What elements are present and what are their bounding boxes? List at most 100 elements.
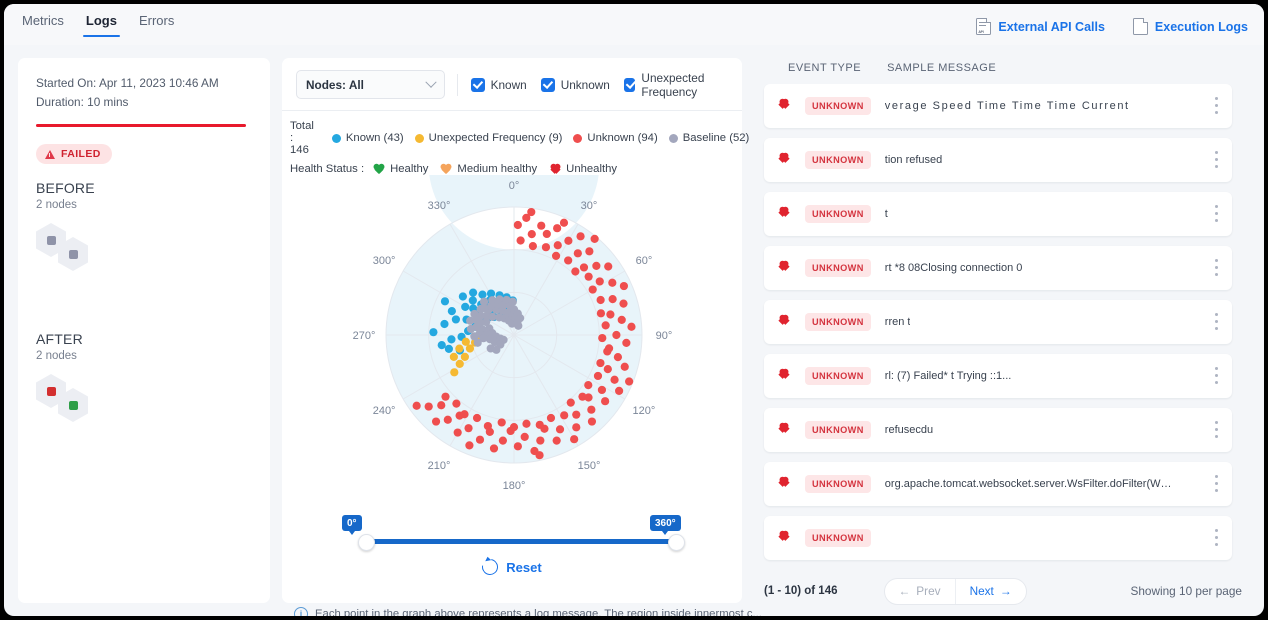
data-point[interactable] [441, 392, 450, 401]
row-menu-icon[interactable] [1215, 205, 1218, 222]
data-point[interactable] [608, 295, 617, 304]
data-point[interactable] [564, 236, 573, 245]
data-point[interactable] [460, 352, 469, 361]
data-point[interactable] [520, 432, 529, 441]
logs-list[interactable]: UNKNOWN verage Speed Time Time Time Curre… [756, 84, 1250, 564]
data-point[interactable] [514, 321, 523, 330]
data-point[interactable] [437, 341, 446, 350]
log-row[interactable]: UNKNOWN [764, 516, 1232, 560]
data-point[interactable] [516, 314, 525, 323]
data-point[interactable] [608, 278, 617, 287]
data-point[interactable] [498, 436, 507, 445]
data-point[interactable] [590, 234, 599, 244]
data-point[interactable] [497, 418, 506, 427]
data-point[interactable] [570, 435, 579, 444]
execution-logs-link[interactable]: Execution Logs [1132, 18, 1248, 35]
data-point[interactable] [584, 381, 593, 390]
data-point[interactable] [516, 236, 525, 245]
data-point[interactable] [598, 333, 607, 343]
prev-button[interactable]: ← Prev [885, 578, 956, 604]
checkbox-known[interactable]: Known [470, 77, 527, 92]
data-point[interactable] [489, 444, 499, 453]
data-point[interactable] [597, 385, 607, 395]
data-point[interactable] [606, 310, 615, 319]
data-point[interactable] [546, 413, 556, 423]
data-point[interactable] [571, 267, 580, 276]
data-point[interactable] [527, 230, 536, 239]
data-point[interactable] [437, 401, 446, 410]
data-point[interactable] [468, 288, 478, 297]
data-point[interactable] [535, 451, 544, 460]
data-point[interactable] [412, 401, 421, 410]
data-point[interactable] [479, 297, 489, 306]
data-point[interactable] [601, 397, 610, 406]
data-point[interactable] [596, 295, 605, 305]
data-point[interactable] [440, 319, 449, 329]
data-point[interactable] [622, 338, 631, 347]
data-point[interactable] [579, 263, 589, 272]
data-point[interactable] [479, 334, 488, 343]
data-point[interactable] [478, 290, 487, 299]
data-point[interactable] [572, 423, 581, 432]
data-point[interactable] [604, 262, 613, 271]
row-menu-icon[interactable] [1215, 367, 1218, 384]
data-point[interactable] [424, 402, 433, 411]
data-point[interactable] [536, 436, 545, 445]
data-point[interactable] [465, 344, 475, 353]
data-point[interactable] [528, 242, 537, 251]
data-point[interactable] [537, 221, 546, 230]
data-point[interactable] [596, 309, 606, 318]
data-point[interactable] [613, 352, 623, 362]
data-point[interactable] [625, 377, 634, 386]
data-point[interactable] [559, 218, 569, 227]
data-point[interactable] [552, 436, 561, 445]
data-point[interactable] [444, 344, 453, 353]
data-point[interactable] [542, 229, 551, 239]
slider-max-handle[interactable] [668, 534, 685, 551]
data-point[interactable] [458, 292, 467, 301]
data-point[interactable] [603, 347, 612, 356]
log-row[interactable]: UNKNOWN tion refused [764, 138, 1232, 182]
row-menu-icon[interactable] [1215, 421, 1218, 438]
slider-min-handle[interactable] [358, 534, 375, 551]
data-point[interactable] [596, 358, 605, 368]
data-point[interactable] [615, 386, 624, 395]
row-menu-icon[interactable] [1215, 259, 1218, 276]
data-point[interactable] [460, 410, 469, 419]
data-point[interactable] [560, 411, 569, 420]
log-row[interactable]: UNKNOWN rl: (7) Failed* t Trying ::1... [764, 354, 1232, 398]
data-point[interactable] [587, 417, 597, 426]
log-row[interactable]: UNKNOWN org.apache.tomcat.websocket.serve… [764, 462, 1232, 506]
data-point[interactable] [468, 296, 477, 305]
data-point[interactable] [601, 321, 610, 330]
data-point[interactable] [566, 398, 575, 407]
data-point[interactable] [527, 207, 536, 217]
data-point[interactable] [461, 337, 470, 346]
data-point[interactable] [472, 413, 482, 423]
data-point[interactable] [486, 289, 496, 298]
reset-button[interactable]: Reset [282, 555, 742, 579]
data-point[interactable] [595, 277, 604, 286]
data-point[interactable] [541, 243, 551, 252]
tab-metrics[interactable]: Metrics [22, 13, 64, 28]
data-point[interactable] [551, 251, 561, 260]
log-row[interactable]: UNKNOWN verage Speed Time Time Time Curre… [764, 84, 1232, 128]
data-point[interactable] [619, 281, 629, 291]
data-point[interactable] [603, 365, 612, 374]
log-row[interactable]: UNKNOWN rt *8 08Closing connection 0 [764, 246, 1232, 290]
tab-errors[interactable]: Errors [138, 13, 175, 28]
data-point[interactable] [627, 322, 636, 331]
data-point[interactable] [588, 285, 597, 294]
data-point[interactable] [584, 393, 593, 402]
data-point[interactable] [455, 344, 464, 353]
data-point[interactable] [473, 338, 482, 347]
row-menu-icon[interactable] [1215, 529, 1218, 546]
data-point[interactable] [488, 312, 497, 321]
data-point[interactable] [564, 256, 573, 265]
data-point[interactable] [451, 315, 460, 324]
data-point[interactable] [612, 330, 621, 340]
data-point[interactable] [593, 371, 603, 381]
tab-logs[interactable]: Logs [82, 13, 121, 37]
data-point[interactable] [450, 368, 459, 377]
data-point[interactable] [578, 392, 587, 401]
